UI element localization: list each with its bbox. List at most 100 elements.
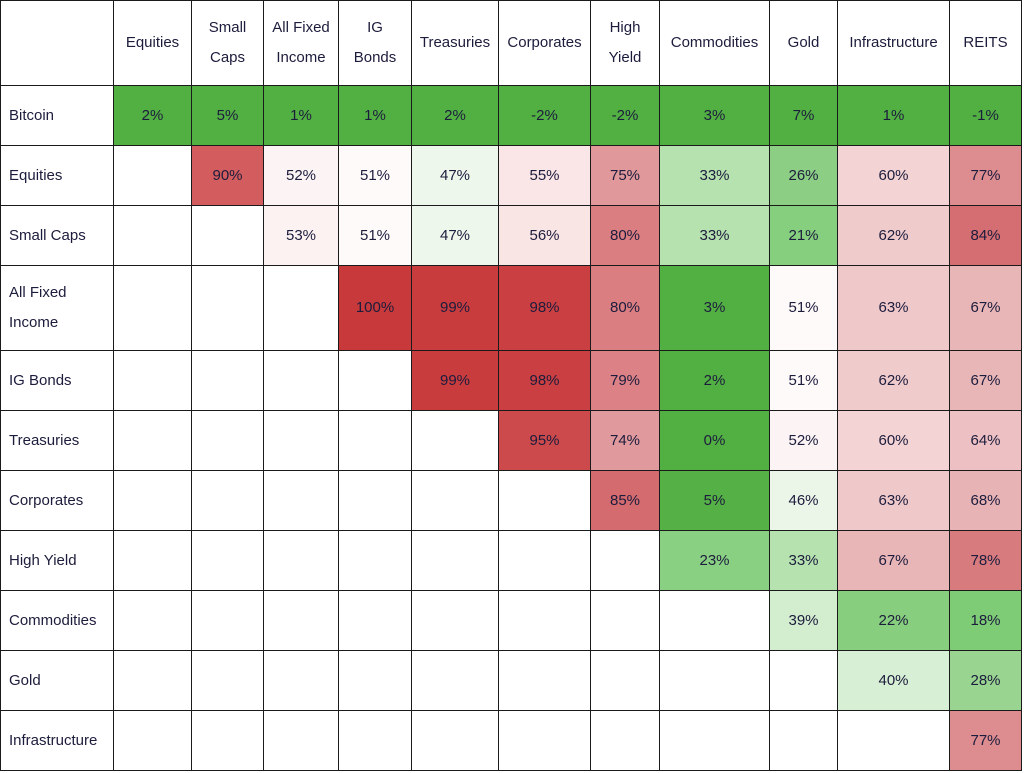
cell-all-fixed-income-reits: 67%: [949, 265, 1022, 351]
cell-corporates-corporates: [498, 470, 591, 531]
cell-commodities-treasuries: [411, 590, 499, 651]
cell-commodities-infrastructure: 22%: [837, 590, 950, 651]
row-ig-bonds: IG Bonds 99% 98% 79% 2% 51% 62% 67%: [0, 350, 1022, 411]
cell-bitcoin-commodities: 3%: [659, 85, 770, 146]
cell-ig-bonds-corporates: 98%: [498, 350, 591, 411]
cell-infrastructure-all-fixed-income: [263, 710, 339, 771]
row-label-treasuries: Treasuries: [0, 410, 114, 471]
cell-ig-bonds-ig-bonds: [338, 350, 412, 411]
cell-small-caps-ig-bonds: 51%: [338, 205, 412, 266]
column-header-all-fixed-income: All Fixed Income: [263, 0, 339, 86]
cell-gold-treasuries: [411, 650, 499, 711]
cell-bitcoin-treasuries: 2%: [411, 85, 499, 146]
cell-small-caps-gold: 21%: [769, 205, 838, 266]
cell-infrastructure-equities: [113, 710, 192, 771]
cell-treasuries-gold: 52%: [769, 410, 838, 471]
cell-corporates-gold: 46%: [769, 470, 838, 531]
cell-high-yield-high-yield: [590, 530, 660, 591]
cell-all-fixed-income-high-yield: 80%: [590, 265, 660, 351]
row-bitcoin: Bitcoin 2% 5% 1% 1% 2% -2% -2% 3% 7% 1% -1%: [0, 85, 1022, 146]
cell-high-yield-equities: [113, 530, 192, 591]
header-row: Equities Small Caps All Fixed Income IG Bon…: [0, 0, 1022, 86]
column-header-commodities: Commodities: [659, 0, 770, 86]
column-header-treasuries: Treasuries: [411, 0, 499, 86]
cell-corporates-infrastructure: 63%: [837, 470, 950, 531]
cell-bitcoin-gold: 7%: [769, 85, 838, 146]
cell-infrastructure-commodities: [659, 710, 770, 771]
cell-small-caps-high-yield: 80%: [590, 205, 660, 266]
cell-bitcoin-corporates: -2%: [498, 85, 591, 146]
cell-bitcoin-reits: -1%: [949, 85, 1022, 146]
cell-treasuries-treasuries: [411, 410, 499, 471]
cell-equities-small-caps: 90%: [191, 145, 264, 206]
row-corporates: Corporates 85% 5% 46% 63% 68%: [0, 470, 1022, 531]
cell-corporates-equities: [113, 470, 192, 531]
corner-cell: [0, 0, 114, 86]
row-label-bitcoin: Bitcoin: [0, 85, 114, 146]
cell-high-yield-gold: 33%: [769, 530, 838, 591]
cell-gold-equities: [113, 650, 192, 711]
cell-all-fixed-income-infrastructure: 63%: [837, 265, 950, 351]
row-label-infrastructure: Infrastructure: [0, 710, 114, 771]
cell-small-caps-all-fixed-income: 53%: [263, 205, 339, 266]
column-header-small-caps: Small Caps: [191, 0, 264, 86]
cell-small-caps-commodities: 33%: [659, 205, 770, 266]
cell-bitcoin-small-caps: 5%: [191, 85, 264, 146]
cell-gold-all-fixed-income: [263, 650, 339, 711]
cell-all-fixed-income-corporates: 98%: [498, 265, 591, 351]
cell-treasuries-equities: [113, 410, 192, 471]
cell-commodities-ig-bonds: [338, 590, 412, 651]
cell-high-yield-reits: 78%: [949, 530, 1022, 591]
cell-commodities-high-yield: [590, 590, 660, 651]
cell-small-caps-reits: 84%: [949, 205, 1022, 266]
cell-high-yield-corporates: [498, 530, 591, 591]
column-header-high-yield: High Yield: [590, 0, 660, 86]
cell-small-caps-small-caps: [191, 205, 264, 266]
cell-infrastructure-reits: 77%: [949, 710, 1022, 771]
cell-high-yield-commodities: 23%: [659, 530, 770, 591]
cell-infrastructure-corporates: [498, 710, 591, 771]
row-all-fixed-income: All Fixed Income 100% 99% 98% 80% 3% 51% 63% 67%: [0, 265, 1022, 351]
cell-corporates-small-caps: [191, 470, 264, 531]
cell-infrastructure-treasuries: [411, 710, 499, 771]
table-body: Bitcoin 2% 5% 1% 1% 2% -2% -2% 3% 7% 1% -1% Equities…: [0, 85, 1022, 771]
cell-corporates-reits: 68%: [949, 470, 1022, 531]
cell-equities-all-fixed-income: 52%: [263, 145, 339, 206]
cell-gold-reits: 28%: [949, 650, 1022, 711]
cell-high-yield-all-fixed-income: [263, 530, 339, 591]
cell-all-fixed-income-treasuries: 99%: [411, 265, 499, 351]
row-label-gold: Gold: [0, 650, 114, 711]
cell-all-fixed-income-equities: [113, 265, 192, 351]
cell-equities-high-yield: 75%: [590, 145, 660, 206]
cell-all-fixed-income-small-caps: [191, 265, 264, 351]
cell-small-caps-treasuries: 47%: [411, 205, 499, 266]
cell-gold-small-caps: [191, 650, 264, 711]
cell-equities-reits: 77%: [949, 145, 1022, 206]
cell-gold-commodities: [659, 650, 770, 711]
row-treasuries: Treasuries 95% 74% 0% 52% 60% 64%: [0, 410, 1022, 471]
row-high-yield: High Yield 23% 33% 67% 78%: [0, 530, 1022, 591]
cell-gold-infrastructure: 40%: [837, 650, 950, 711]
cell-all-fixed-income-commodities: 3%: [659, 265, 770, 351]
cell-commodities-all-fixed-income: [263, 590, 339, 651]
cell-bitcoin-infrastructure: 1%: [837, 85, 950, 146]
column-header-reits: REITS: [949, 0, 1022, 86]
cell-small-caps-equities: [113, 205, 192, 266]
cell-commodities-equities: [113, 590, 192, 651]
cell-bitcoin-ig-bonds: 1%: [338, 85, 412, 146]
row-equities: Equities 90% 52% 51% 47% 55% 75% 33% 26% 60% 77%: [0, 145, 1022, 206]
cell-ig-bonds-high-yield: 79%: [590, 350, 660, 411]
cell-all-fixed-income-ig-bonds: 100%: [338, 265, 412, 351]
cell-ig-bonds-small-caps: [191, 350, 264, 411]
cell-infrastructure-high-yield: [590, 710, 660, 771]
cell-equities-treasuries: 47%: [411, 145, 499, 206]
cell-high-yield-small-caps: [191, 530, 264, 591]
cell-equities-ig-bonds: 51%: [338, 145, 412, 206]
column-header-corporates: Corporates: [498, 0, 591, 86]
cell-ig-bonds-all-fixed-income: [263, 350, 339, 411]
cell-equities-corporates: 55%: [498, 145, 591, 206]
cell-commodities-small-caps: [191, 590, 264, 651]
cell-treasuries-infrastructure: 60%: [837, 410, 950, 471]
column-header-infrastructure: Infrastructure: [837, 0, 950, 86]
cell-small-caps-infrastructure: 62%: [837, 205, 950, 266]
